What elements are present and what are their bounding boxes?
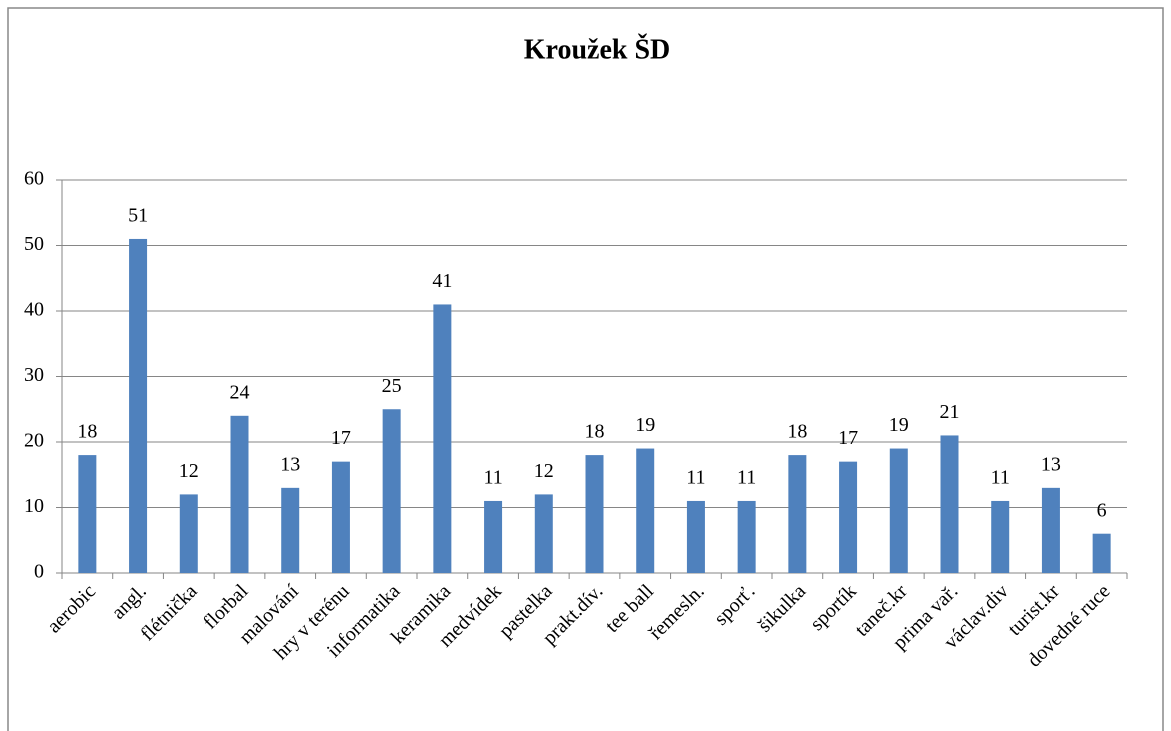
data-label: 19 <box>635 414 655 436</box>
bar <box>737 500 756 573</box>
bar <box>889 448 908 573</box>
data-label: 19 <box>889 414 909 436</box>
bar <box>129 238 148 573</box>
data-label: 24 <box>230 381 250 403</box>
data-label: 25 <box>382 375 402 397</box>
data-label: 12 <box>179 460 199 482</box>
y-tick-label: 50 <box>24 233 44 255</box>
bar <box>585 455 604 573</box>
chart-border <box>7 7 1164 731</box>
data-label: 6 <box>1097 499 1107 521</box>
data-label: 12 <box>534 460 554 482</box>
data-label: 41 <box>432 270 452 292</box>
data-label: 11 <box>483 467 502 489</box>
data-label: 21 <box>940 401 960 423</box>
data-label: 51 <box>128 205 148 227</box>
bar <box>788 455 807 573</box>
y-tick-label: 40 <box>24 299 44 321</box>
bar <box>940 435 959 573</box>
bar <box>636 448 655 573</box>
data-label: 17 <box>838 427 858 449</box>
chart-title: Kroužek ŠD <box>524 34 671 65</box>
data-label: 18 <box>585 421 605 443</box>
y-tick-label: 60 <box>24 168 44 190</box>
bar <box>839 461 858 573</box>
bar <box>1041 487 1060 573</box>
data-label: 11 <box>686 467 705 489</box>
data-label: 18 <box>787 421 807 443</box>
data-label: 13 <box>1041 453 1061 475</box>
bar <box>686 500 705 573</box>
bar <box>1092 533 1111 573</box>
bar <box>179 494 198 573</box>
bar <box>281 487 300 573</box>
bar <box>991 500 1010 573</box>
data-label: 11 <box>991 467 1010 489</box>
bar <box>534 494 553 573</box>
data-label: 17 <box>331 427 351 449</box>
bar <box>230 415 249 573</box>
bar <box>78 455 97 573</box>
y-tick-label: 10 <box>24 495 44 517</box>
y-tick-label: 30 <box>24 364 44 386</box>
y-tick-label: 0 <box>34 561 44 583</box>
bar <box>382 409 401 573</box>
y-tick-label: 20 <box>24 430 44 452</box>
bar <box>331 461 350 573</box>
bar <box>484 500 503 573</box>
data-label: 13 <box>280 453 300 475</box>
bar <box>433 304 452 573</box>
data-label: 18 <box>77 421 97 443</box>
data-label: 11 <box>737 467 756 489</box>
